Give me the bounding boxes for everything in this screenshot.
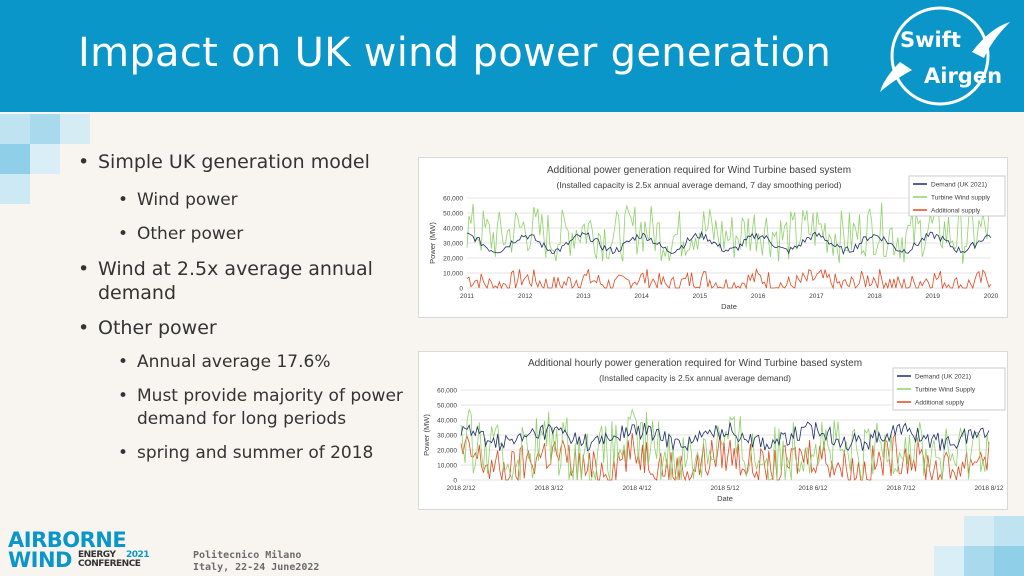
x-tick-label: 2018 5/12: [711, 485, 740, 492]
logo-emblem: [880, 6, 1010, 106]
y-tick-label: 20,000: [443, 256, 463, 263]
x-tick-label: 2018 4/12: [623, 485, 652, 492]
x-tick-label: 2018 6/12: [799, 485, 828, 492]
chart-hourly-svg: Additional hourly power generation requi…: [422, 358, 1006, 503]
bullet-item: Annual average 17.6%: [78, 351, 408, 374]
x-tick-label: 2020: [984, 293, 999, 300]
logo-word-swift: Swift: [900, 28, 961, 52]
x-axis-label: Date: [721, 302, 737, 311]
venue-info: Politecnico Milano Italy, 22-24 June2022: [193, 550, 319, 574]
logo-word-airgen: Airgen: [924, 64, 1003, 88]
bullet-item: Other power: [78, 223, 408, 246]
legend-label: Demand (UK 2021): [915, 374, 971, 381]
y-tick-label: 30,000: [443, 241, 463, 248]
x-tick-label: 2016: [751, 293, 766, 300]
y-tick-label: 20,000: [437, 448, 457, 455]
bullet-item: Other power: [78, 316, 408, 340]
y-axis-label: Power (MW): [428, 222, 437, 264]
x-tick-label: 2011: [460, 293, 474, 300]
venue-line-1: Politecnico Milano: [193, 550, 302, 561]
chart-weekly-generation: Additional power generation required for…: [418, 157, 1008, 318]
y-tick-label: 40,000: [443, 226, 463, 233]
y-tick-label: 10,000: [443, 271, 463, 278]
legend-label: Turbine Wind supply: [931, 195, 991, 202]
x-tick-label: 2018 8/12: [975, 485, 1004, 492]
series-line: [460, 408, 990, 481]
y-tick-label: 40,000: [437, 418, 457, 425]
legend-label: Additional supply: [931, 208, 981, 215]
x-tick-label: 2014: [634, 293, 649, 300]
y-tick-label: 60,000: [437, 388, 457, 395]
y-tick-label: 30,000: [437, 433, 457, 440]
legend-label: Additional supply: [915, 400, 965, 407]
brand-year: 2021: [126, 550, 150, 560]
brand-conference: CONFERENCE: [78, 559, 141, 569]
venue-line-2: Italy, 22-24 June2022: [193, 562, 320, 573]
brand-line-1: AIRBORNE: [8, 528, 127, 552]
legend-label: Turbine Wind Supply: [915, 387, 976, 394]
y-tick-label: 50,000: [437, 403, 457, 410]
y-tick-label: 50,000: [443, 211, 463, 218]
x-tick-label: 2018 3/12: [535, 485, 564, 492]
x-tick-label: 2018: [867, 293, 882, 300]
x-axis-label: Date: [717, 494, 733, 503]
conference-logo: AIRBORNE WIND ENERGY 2021 CONFERENCE: [8, 528, 150, 572]
bullet-item: Must provide majority of power demand fo…: [78, 385, 408, 431]
brand-line-2: WIND: [8, 548, 72, 572]
y-tick-label: 60,000: [443, 196, 463, 203]
y-tick-label: 0: [459, 286, 463, 293]
series-line: [460, 421, 990, 452]
legend-label: Demand (UK 2021): [931, 182, 987, 189]
chart-subtitle: (Installed capacity is 2.5x annual avera…: [557, 180, 842, 190]
bullet-item: Wind power: [78, 189, 408, 212]
chart-subtitle: (Installed capacity is 2.5x annual avera…: [599, 373, 791, 383]
bullet-list: Simple UK generation model Wind power Ot…: [78, 150, 408, 465]
brand-energy: ENERGY: [78, 550, 116, 560]
x-tick-label: 2018 7/12: [887, 485, 916, 492]
series-line: [466, 267, 992, 290]
chart-hourly-generation: Additional hourly power generation requi…: [418, 351, 1008, 510]
x-tick-label: 2013: [576, 293, 591, 300]
x-tick-label: 2019: [926, 293, 941, 300]
series-line: [466, 230, 992, 256]
y-tick-label: 0: [453, 478, 457, 485]
series-line: [460, 432, 990, 482]
x-tick-label: 2015: [693, 293, 708, 300]
slide-title: Impact on UK wind power generation: [78, 30, 832, 76]
x-tick-label: 2012: [518, 293, 533, 300]
bullet-item: Wind at 2.5x average annual demand: [78, 257, 408, 305]
chart-title: Additional hourly power generation requi…: [528, 358, 862, 369]
slide-header: [0, 0, 1024, 112]
x-tick-label: 2017: [809, 293, 824, 300]
bullet-item: Simple UK generation model: [78, 150, 408, 174]
legend-box: [892, 367, 1006, 411]
bullet-item: spring and summer of 2018: [78, 442, 408, 465]
chart-weekly-svg: Additional power generation required for…: [428, 165, 1006, 311]
y-axis-label: Power (MW): [422, 414, 431, 456]
x-tick-label: 2018 2/12: [447, 485, 476, 492]
swift-airgen-logo: Swift Airgen: [872, 0, 1012, 112]
chart-title: Additional power generation required for…: [547, 165, 851, 176]
y-tick-label: 10,000: [437, 463, 457, 470]
